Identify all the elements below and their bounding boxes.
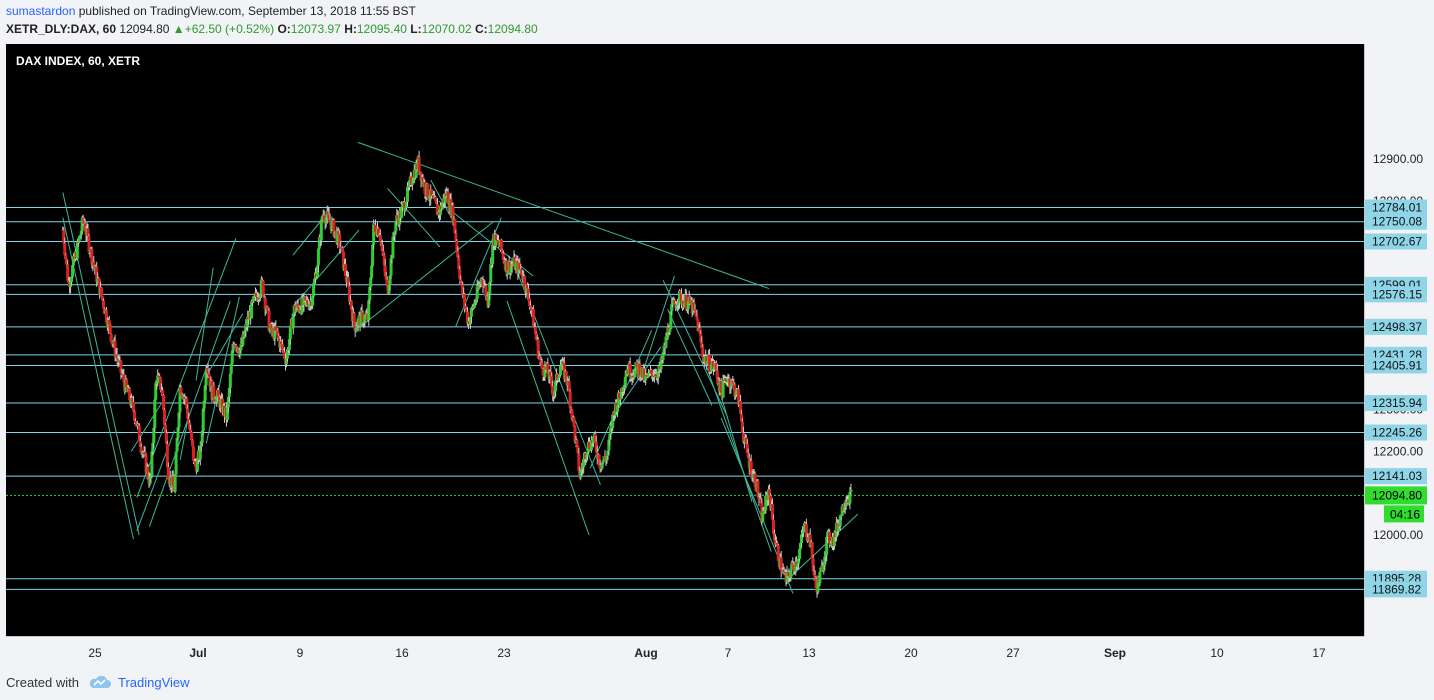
high-value: 12095.40 xyxy=(356,22,407,36)
tradingview-link[interactable]: TradingView xyxy=(118,675,190,690)
low-value: 12070.02 xyxy=(421,22,472,36)
published-text: published on TradingView.com, September … xyxy=(78,4,416,18)
publish-info: sumastardon published on TradingView.com… xyxy=(6,4,416,18)
close-label: C: xyxy=(475,22,488,36)
open-label: O: xyxy=(277,22,291,36)
last-value: 12094.80 xyxy=(119,22,170,36)
low-label: L: xyxy=(410,22,422,36)
symbol-label: XETR_DLY:DAX, 60 xyxy=(6,22,117,36)
footer: Created with TradingView xyxy=(0,664,1434,700)
created-with-text: Created with xyxy=(6,675,79,690)
author-link[interactable]: sumastardon xyxy=(6,4,76,18)
time-axis[interactable] xyxy=(6,636,1364,665)
close-value: 12094.80 xyxy=(487,22,538,36)
high-label: H: xyxy=(344,22,357,36)
ohlc-legend: XETR_DLY:DAX, 60 12094.80 ▲+62.50 (+0.52… xyxy=(6,22,538,36)
tradingview-cloud-icon xyxy=(89,675,111,688)
price-axis[interactable] xyxy=(1364,44,1434,636)
plot-area[interactable] xyxy=(6,44,1364,636)
up-triangle-icon: ▲ xyxy=(172,22,185,36)
chart-header: sumastardon published on TradingView.com… xyxy=(0,0,1434,40)
change-value: +62.50 (+0.52%) xyxy=(184,22,275,36)
open-value: 12073.97 xyxy=(290,22,341,36)
